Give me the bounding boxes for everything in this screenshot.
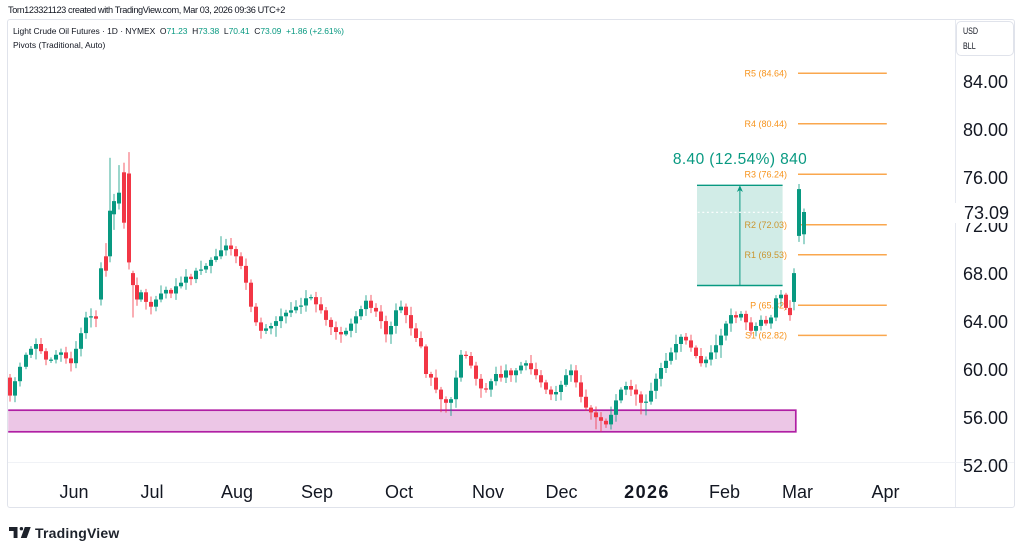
svg-text:R1 (69.53): R1 (69.53) (744, 250, 787, 260)
svg-text:R3 (76.24): R3 (76.24) (744, 170, 787, 180)
svg-text:S1 (62.82): S1 (62.82) (745, 331, 787, 341)
svg-text:R4 (80.44): R4 (80.44) (744, 119, 787, 129)
svg-text:R5 (84.64): R5 (84.64) (744, 69, 787, 79)
svg-text:R2 (72.03): R2 (72.03) (744, 220, 787, 230)
svg-text:P (65.32): P (65.32) (750, 301, 787, 311)
